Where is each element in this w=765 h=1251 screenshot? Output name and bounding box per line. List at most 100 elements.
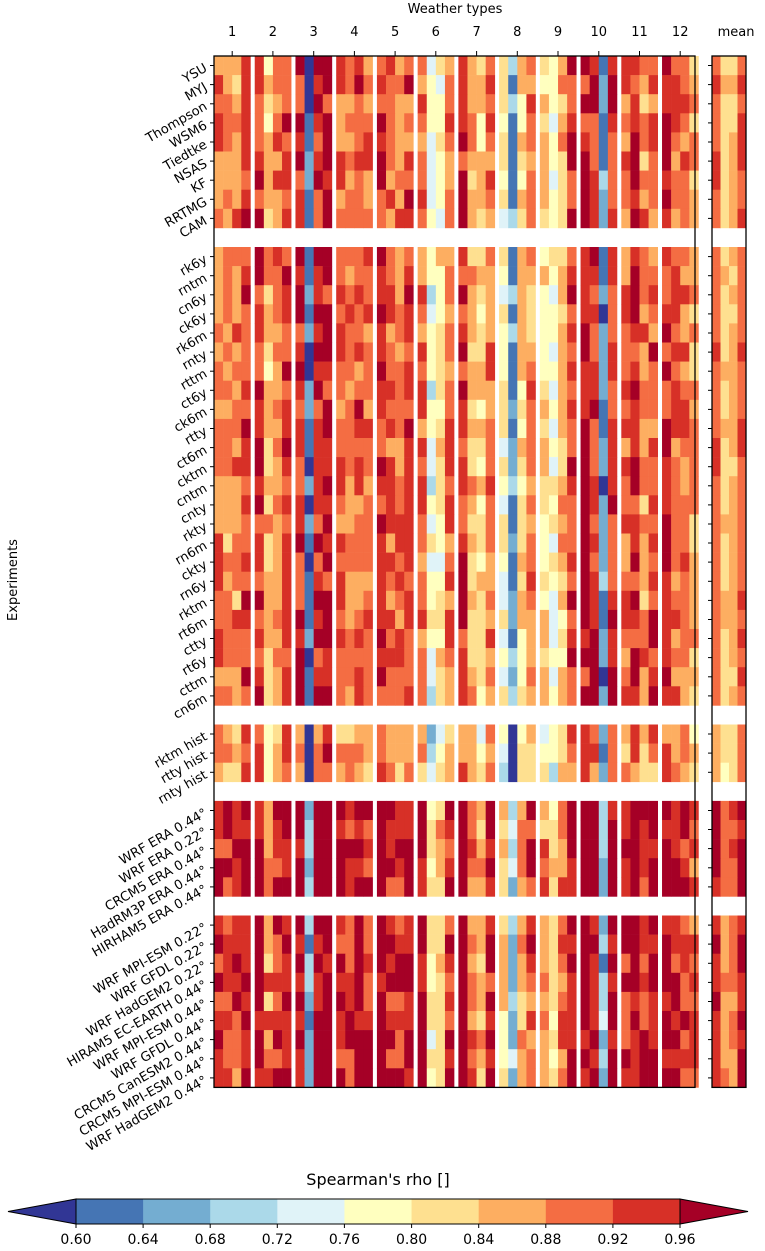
heatmap-cell	[607, 953, 618, 974]
heatmap-cell	[426, 438, 437, 458]
heatmap-cell	[426, 877, 437, 897]
heatmap-cell	[526, 56, 536, 76]
heatmap-cell	[621, 495, 631, 515]
heatmap-cell	[548, 75, 559, 95]
heatmap-cell	[485, 380, 496, 401]
mean-cell	[720, 514, 730, 534]
heatmap-cell	[272, 247, 283, 267]
heatmap-cell	[444, 533, 455, 553]
heatmap-cell	[476, 629, 486, 649]
heatmap-cell	[485, 915, 496, 935]
heatmap-cell	[648, 1068, 658, 1088]
heatmap-cell	[567, 189, 577, 210]
heatmap-cell	[272, 648, 283, 668]
mean-cell	[737, 132, 747, 152]
mean-cell	[737, 361, 747, 381]
heatmap-cell	[404, 113, 414, 133]
heatmap-cell	[567, 1049, 577, 1069]
heatmap-cell	[376, 972, 387, 993]
heatmap-cell	[282, 552, 292, 572]
heatmap-cell	[363, 667, 373, 687]
heatmap-cell	[345, 743, 355, 763]
heatmap-cell	[345, 132, 355, 152]
mean-cell	[737, 457, 747, 477]
heatmap-cell	[639, 285, 649, 305]
heatmap-cell	[354, 609, 364, 630]
heatmap-cell	[417, 495, 428, 515]
heatmap-cell	[426, 342, 437, 362]
heatmap-cell	[458, 552, 468, 572]
heatmap-cell	[295, 476, 305, 496]
heatmap-cell	[589, 820, 600, 840]
heatmap-cell	[598, 208, 609, 229]
heatmap-cell	[589, 56, 600, 76]
heatmap-cell	[621, 170, 631, 190]
heatmap-cell	[354, 514, 364, 534]
heatmap-cell	[345, 418, 355, 439]
colorbar-tick-label: 0.84	[463, 1232, 494, 1248]
heatmap-cell	[621, 75, 631, 95]
heatmap-cell	[607, 800, 618, 821]
heatmap-cell	[354, 189, 364, 210]
heatmap-cell	[272, 189, 283, 210]
heatmap-cell	[444, 208, 455, 229]
heatmap-cell	[580, 266, 590, 286]
heatmap-cell	[458, 361, 468, 381]
heatmap-cell	[254, 724, 265, 744]
mean-cell	[729, 94, 738, 114]
heatmap-cell	[304, 457, 314, 477]
colorbar-tick-label: 0.64	[128, 1232, 159, 1248]
mean-cell	[729, 285, 738, 305]
heatmap-cell	[508, 1049, 518, 1069]
heatmap-cell	[444, 915, 455, 935]
heatmap-cell	[386, 1011, 396, 1031]
heatmap-cell	[485, 609, 496, 630]
heatmap-cell	[526, 609, 536, 630]
heatmap-cell	[485, 495, 496, 515]
heatmap-cell	[404, 533, 414, 553]
heatmap-cell	[671, 418, 681, 439]
heatmap-cell	[395, 399, 405, 420]
heatmap-cell	[517, 1049, 527, 1069]
heatmap-cell	[458, 839, 468, 859]
heatmap-cell	[354, 266, 364, 286]
heatmap-cell	[485, 1011, 496, 1031]
mean-cell	[737, 762, 747, 783]
heatmap-cell	[639, 820, 649, 840]
heatmap-cell	[621, 648, 631, 668]
heatmap-cell	[295, 113, 305, 133]
heatmap-cell	[662, 839, 672, 859]
heatmap-cell	[458, 285, 468, 305]
heatmap-cell	[322, 285, 333, 305]
mean-cell	[729, 514, 738, 534]
heatmap-cell	[589, 323, 600, 343]
heatmap-cell	[662, 476, 672, 496]
heatmap-cell	[458, 170, 468, 190]
heatmap-cell	[345, 667, 355, 687]
heatmap-cell	[426, 800, 437, 821]
heatmap-cell	[526, 399, 536, 420]
heatmap-cell	[444, 552, 455, 572]
heatmap-cell	[476, 800, 486, 821]
heatmap-cell	[241, 667, 251, 687]
heatmap-cell	[313, 151, 324, 171]
heatmap-cell	[417, 170, 428, 190]
heatmap-cell	[476, 285, 486, 305]
heatmap-cell	[567, 495, 577, 515]
colorbar-segment	[411, 1199, 480, 1224]
heatmap-cell	[607, 743, 618, 763]
heatmap-cell	[580, 820, 590, 840]
heatmap-cell	[485, 953, 496, 974]
heatmap-cell	[426, 667, 437, 687]
heatmap-cell	[539, 418, 550, 439]
heatmap-cell	[313, 132, 324, 152]
heatmap-cell	[254, 609, 265, 630]
heatmap-cell	[386, 189, 396, 210]
heatmap-cell	[680, 1011, 690, 1031]
heatmap-cell	[662, 323, 672, 343]
heatmap-cell	[386, 495, 396, 515]
heatmap-cell	[607, 686, 618, 706]
heatmap-cell	[598, 1030, 609, 1050]
mean-cell	[720, 991, 730, 1012]
heatmap-cell	[282, 1068, 292, 1088]
